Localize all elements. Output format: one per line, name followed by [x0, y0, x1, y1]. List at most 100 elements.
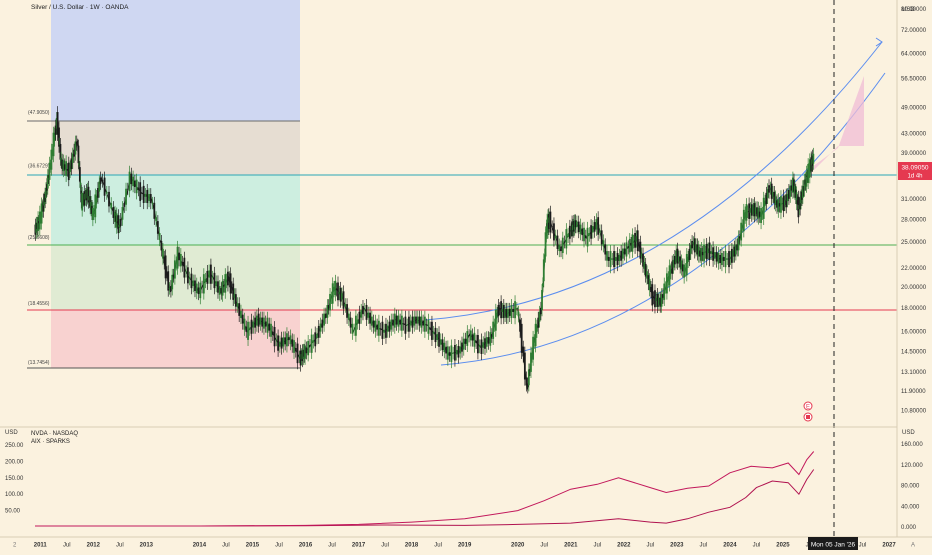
candle-body: [466, 331, 469, 346]
candle-body: [443, 342, 446, 353]
candle-body: [379, 328, 382, 330]
candle-body: [349, 317, 352, 328]
earnings-event-icon[interactable]: [803, 401, 813, 411]
candle-body: [185, 271, 188, 273]
candle-body: [464, 338, 467, 344]
price-tick-label: 43.00000: [901, 131, 927, 137]
candle-body: [298, 356, 301, 358]
candle-body: [730, 248, 733, 263]
symbol-title[interactable]: Silver / U.S. Dollar · 1W · OANDA: [31, 4, 129, 11]
time-axis-panel[interactable]: [0, 537, 932, 550]
candle-body: [144, 193, 147, 197]
candle-body: [648, 279, 651, 291]
candle-body: [432, 331, 435, 334]
candle-body: [752, 205, 755, 214]
price-tick-label: 16.00000: [901, 330, 927, 336]
candle-body: [568, 225, 571, 239]
candle-body: [160, 240, 163, 251]
candle-body: [579, 224, 582, 235]
candle-body: [663, 283, 666, 300]
candle-body: [296, 343, 299, 364]
candle-body: [195, 283, 198, 294]
time-tick-label: 2027: [882, 543, 896, 549]
nvda-line[interactable]: [35, 469, 815, 527]
candle-body: [793, 179, 795, 192]
candle-body: [441, 339, 444, 351]
candle-body: [523, 352, 526, 380]
price-axis-panel[interactable]: [897, 0, 932, 537]
candle-body: [130, 173, 133, 185]
candle-body: [772, 191, 774, 197]
candle-body: [677, 256, 680, 262]
candle-body: [66, 169, 69, 171]
candle-body: [280, 337, 283, 349]
candle-body: [181, 261, 184, 266]
candle-body: [166, 272, 168, 276]
time-tick-label: Jul: [646, 543, 654, 549]
candle-body: [602, 240, 605, 247]
candle-body: [78, 163, 81, 166]
candle-body: [257, 313, 260, 327]
candle-body: [542, 259, 545, 282]
time-tick-label: Jul: [222, 543, 230, 549]
candle-body: [502, 304, 505, 318]
candle-body: [245, 326, 248, 332]
candle-body: [133, 180, 136, 188]
axis-corner-left[interactable]: 2: [13, 543, 17, 549]
time-tick-label: Jul: [63, 543, 71, 549]
candle-body: [688, 248, 691, 260]
candle-body: [409, 320, 412, 326]
candle-body: [538, 311, 541, 322]
lower-right-tick: 40.000: [901, 504, 920, 510]
candle-body: [757, 207, 760, 219]
candle-body: [734, 244, 737, 255]
candle-body: [115, 213, 118, 228]
candle-body: [703, 244, 705, 262]
candle-body: [425, 324, 428, 326]
candle-body: [416, 316, 419, 324]
axis-corner-right[interactable]: A: [911, 543, 915, 549]
candle-body: [413, 316, 416, 326]
candle-body: [103, 177, 106, 196]
candle-body: [37, 217, 39, 232]
candle-body: [515, 308, 518, 310]
candle-body: [309, 344, 311, 347]
candle-body: [468, 335, 470, 337]
time-tick-label: 2015: [246, 543, 260, 549]
candle-body: [199, 282, 202, 299]
candle-body: [549, 211, 552, 233]
candle-body: [600, 230, 603, 245]
aix-legend[interactable]: AIX · SPARKS: [31, 439, 70, 445]
aix-line[interactable]: [35, 451, 815, 527]
candle-body: [374, 320, 377, 332]
candle-body: [149, 194, 152, 204]
candle-body: [132, 176, 134, 187]
nvda-legend[interactable]: NVDA · NASDAQ: [31, 431, 78, 437]
candle-body: [713, 252, 716, 259]
candle-body: [699, 250, 701, 257]
candle-body: [685, 253, 688, 276]
candle-body: [576, 221, 578, 228]
candle-body: [541, 290, 543, 311]
price-tick-label: 28.00000: [901, 217, 927, 223]
fib-retracement-zones[interactable]: [27, 0, 300, 369]
candle-body: [769, 187, 772, 189]
candle-body: [583, 227, 585, 242]
candle-body: [52, 132, 55, 157]
candle-body: [478, 345, 481, 348]
time-tick-label: Jul: [859, 543, 867, 549]
channel-lower-line[interactable]: [440, 72, 886, 366]
candle-body: [631, 234, 634, 252]
candle-body: [250, 319, 253, 334]
candle-body: [353, 329, 356, 331]
candle-body: [319, 323, 322, 332]
candle-body: [420, 316, 423, 328]
price-tick-label: 20.00000: [901, 285, 927, 291]
candle-body: [225, 279, 228, 283]
candle-body: [78, 167, 81, 182]
channel-upper-line[interactable]: [424, 41, 883, 321]
candle-body: [551, 226, 554, 228]
candle-body: [284, 337, 287, 345]
candle-body: [599, 230, 601, 233]
